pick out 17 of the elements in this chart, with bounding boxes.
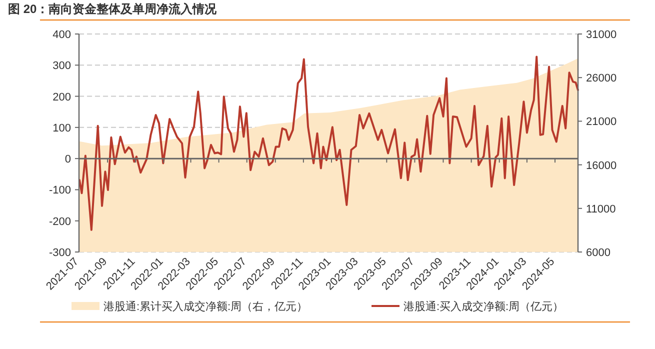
y2-tick-label: 21000: [586, 116, 617, 128]
y-tick-label: -100: [48, 184, 71, 197]
y2-tick-label: 6000: [586, 247, 610, 259]
y2-tick-label: 31000: [586, 29, 617, 41]
y-tick-label: -200: [48, 216, 71, 228]
y-tick-label: 200: [52, 91, 71, 104]
legend-label: 港股通:累计买入成交净额:周（右，亿元）: [104, 300, 308, 313]
y-tick-label: 300: [52, 60, 71, 72]
y-tick-label: 400: [52, 29, 71, 41]
chart-title: 图 20：南向资金整体及单周净流入情况: [8, 2, 218, 16]
y2-tick-label: 16000: [586, 160, 617, 172]
y-tick-label: 0: [64, 154, 71, 166]
y2-tick-label: 11000: [586, 203, 616, 216]
legend-label: 港股通:买入成交净额:周（亿元）: [404, 300, 564, 313]
y-tick-label: -300: [48, 247, 71, 259]
y2-tick-label: 26000: [586, 72, 617, 85]
y-tick-label: 100: [52, 122, 71, 134]
